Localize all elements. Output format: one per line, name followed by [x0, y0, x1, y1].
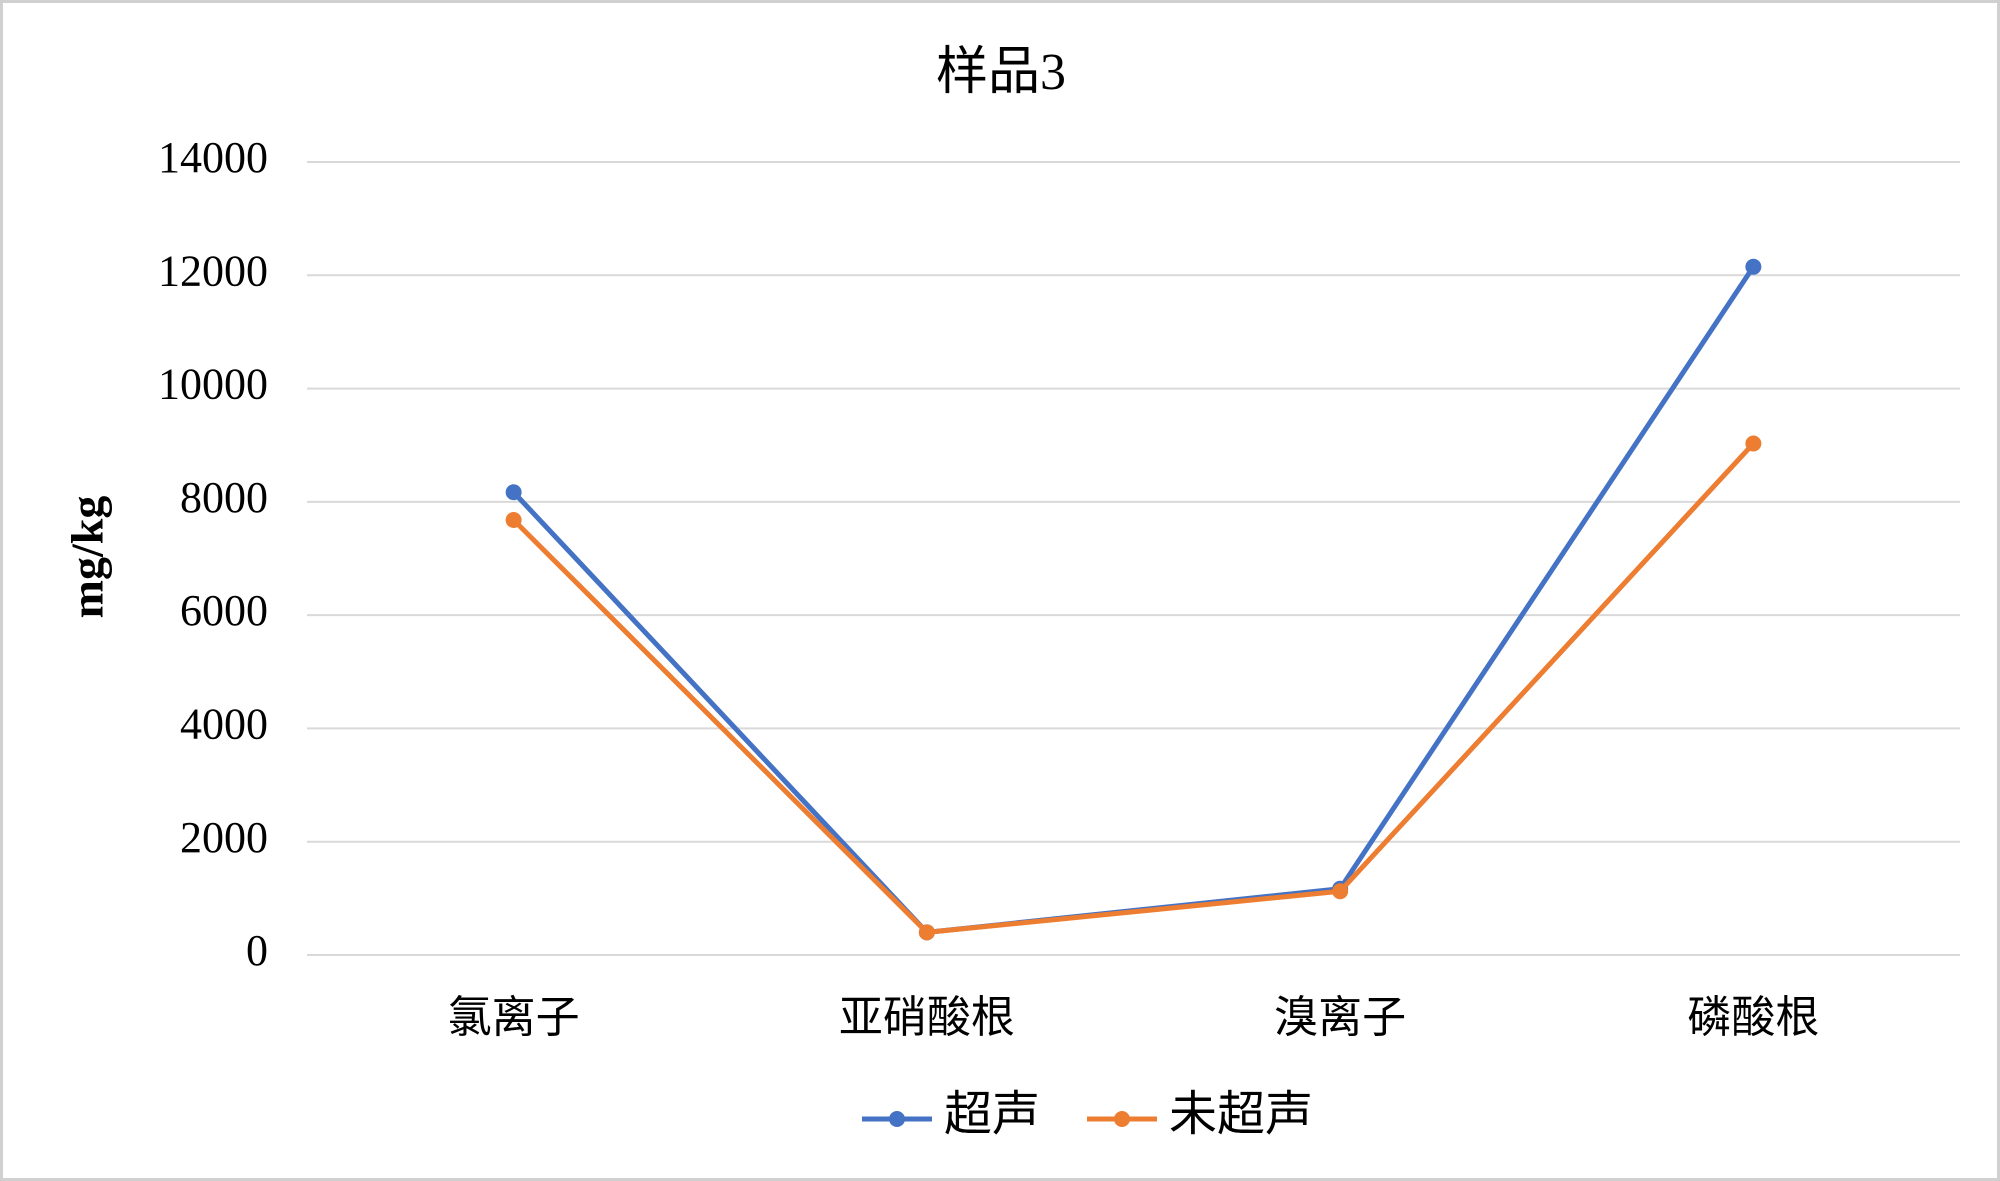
y-tick-label: 10000 [158, 360, 268, 409]
y-tick-label: 8000 [180, 473, 268, 522]
y-tick-label: 12000 [158, 246, 268, 295]
data-point [1332, 883, 1349, 900]
y-tick-label: 14000 [158, 133, 268, 182]
data-point [1745, 435, 1762, 452]
legend-label: 超声 [944, 1088, 1040, 1141]
data-point [505, 484, 522, 501]
y-tick-label: 2000 [180, 813, 268, 862]
legend-label: 未超声 [1169, 1088, 1313, 1141]
legend-marker [889, 1111, 905, 1127]
x-tick-label: 磷酸根 [1687, 993, 1819, 1042]
x-tick-label: 亚硝酸根 [839, 993, 1015, 1042]
data-point [1745, 258, 1762, 275]
legend-marker [1114, 1111, 1130, 1127]
data-point [505, 511, 522, 528]
y-tick-label: 0 [246, 926, 268, 975]
x-tick-label: 溴离子 [1274, 993, 1406, 1042]
y-axis-label: mg/kg [62, 496, 113, 619]
data-point [918, 924, 935, 941]
y-tick-label: 4000 [180, 700, 268, 749]
chart-title: 样品3 [936, 44, 1066, 101]
x-tick-label: 氯离子 [448, 993, 580, 1042]
y-tick-label: 6000 [180, 586, 268, 635]
series-line [511, 441, 1756, 935]
